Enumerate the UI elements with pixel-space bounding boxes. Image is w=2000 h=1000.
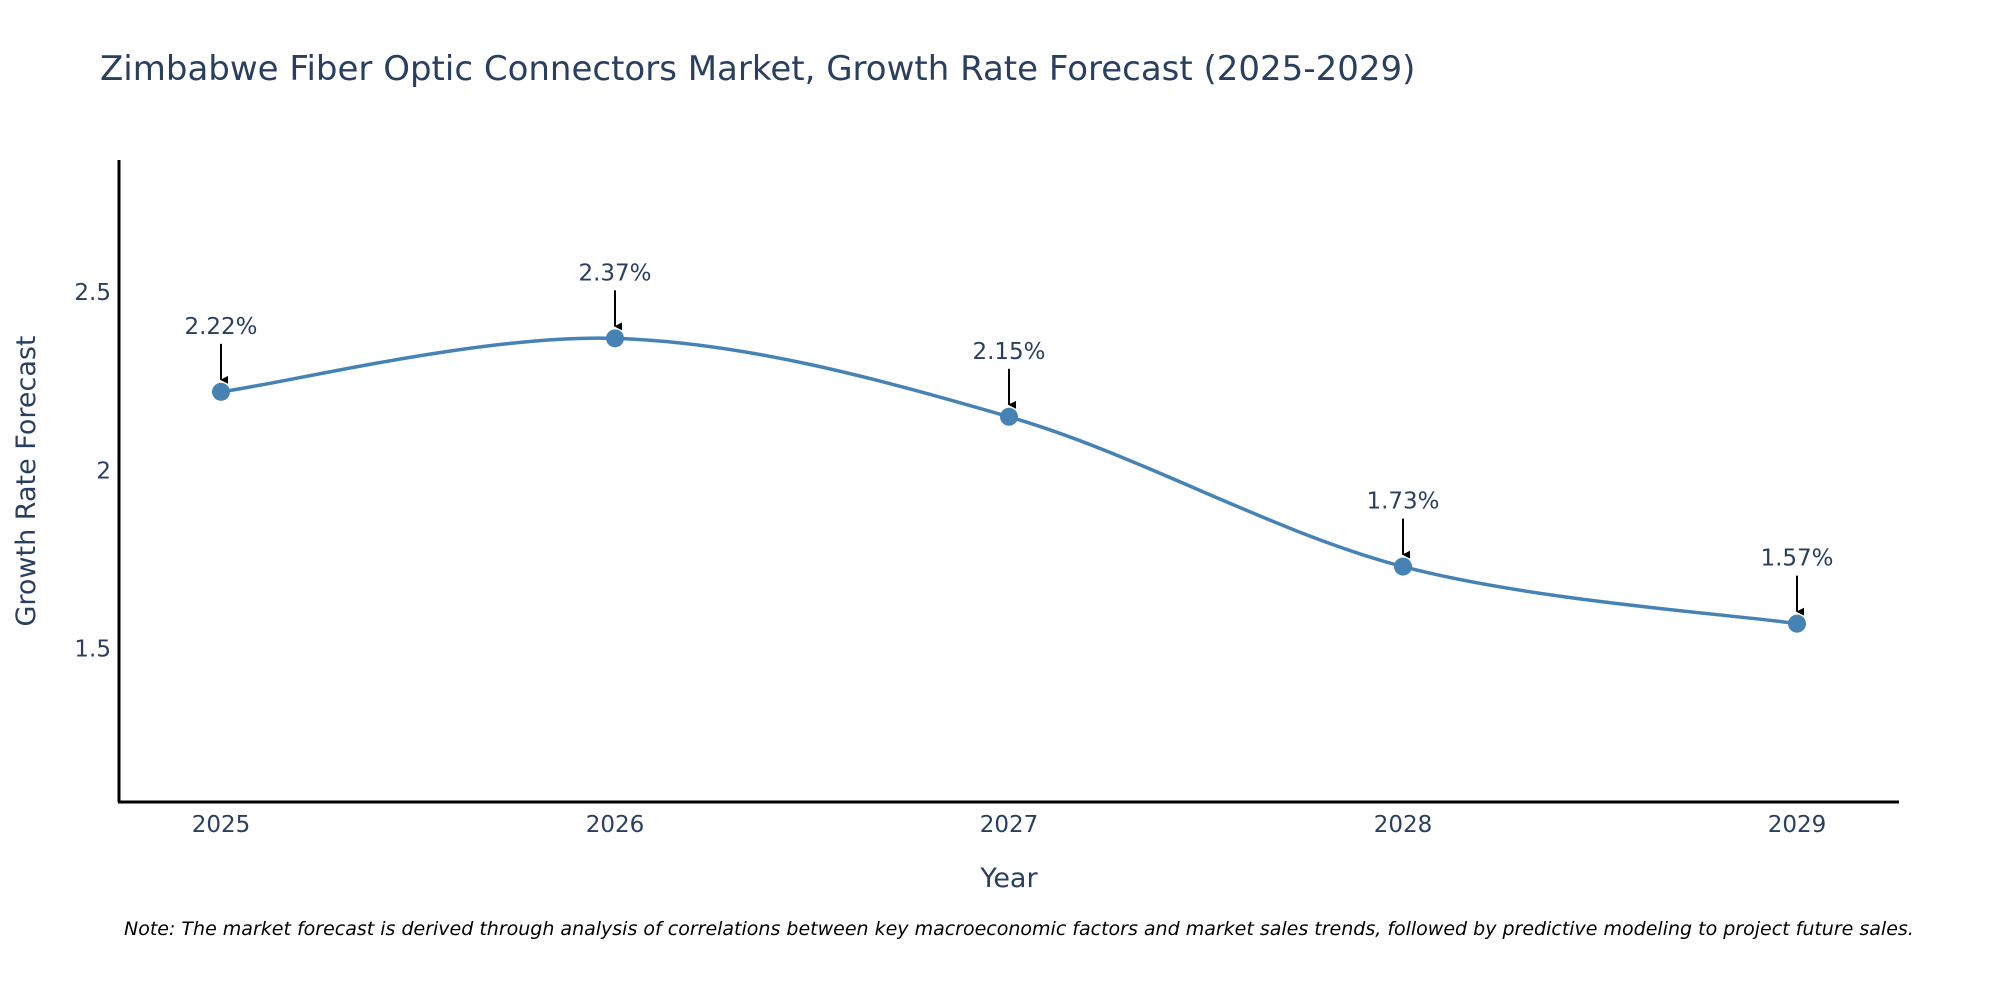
data-label: 2.15%: [972, 339, 1045, 365]
data-label: 1.57%: [1760, 546, 1833, 572]
data-label: 2.22%: [184, 314, 257, 340]
axes: [117, 160, 1899, 804]
data-point: [606, 329, 624, 348]
x-tick-label: 2026: [586, 812, 645, 838]
x-tick-label: 2025: [192, 812, 251, 838]
x-tick-labels: 2025 2026 2027 2028 2029: [192, 812, 1827, 838]
y-axis-label: Growth Rate Forecast: [11, 335, 42, 626]
data-point: [1394, 557, 1412, 576]
data-point: [1788, 614, 1806, 633]
footnote: Note: The market forecast is derived thr…: [124, 918, 1914, 940]
x-tick-label: 2029: [1768, 812, 1827, 838]
y-tick-label: 2: [96, 458, 111, 484]
data-markers: [212, 329, 1806, 633]
data-label: 1.73%: [1366, 489, 1439, 515]
y-tick-labels: 1.5 2 2.5: [74, 280, 111, 663]
x-tick-label: 2027: [980, 812, 1039, 838]
data-point: [212, 382, 230, 401]
y-tick-label: 1.5: [74, 637, 111, 663]
chart-title: Zimbabwe Fiber Optic Connectors Market, …: [100, 49, 1415, 89]
data-label: 2.37%: [578, 260, 651, 286]
data-annotations: 2.22% 2.37% 2.15% 1.73% 1.57%: [184, 260, 1834, 616]
data-point: [1000, 407, 1018, 426]
x-axis-label: Year: [979, 863, 1038, 894]
x-tick-label: 2028: [1374, 812, 1433, 838]
y-tick-label: 2.5: [74, 280, 111, 306]
